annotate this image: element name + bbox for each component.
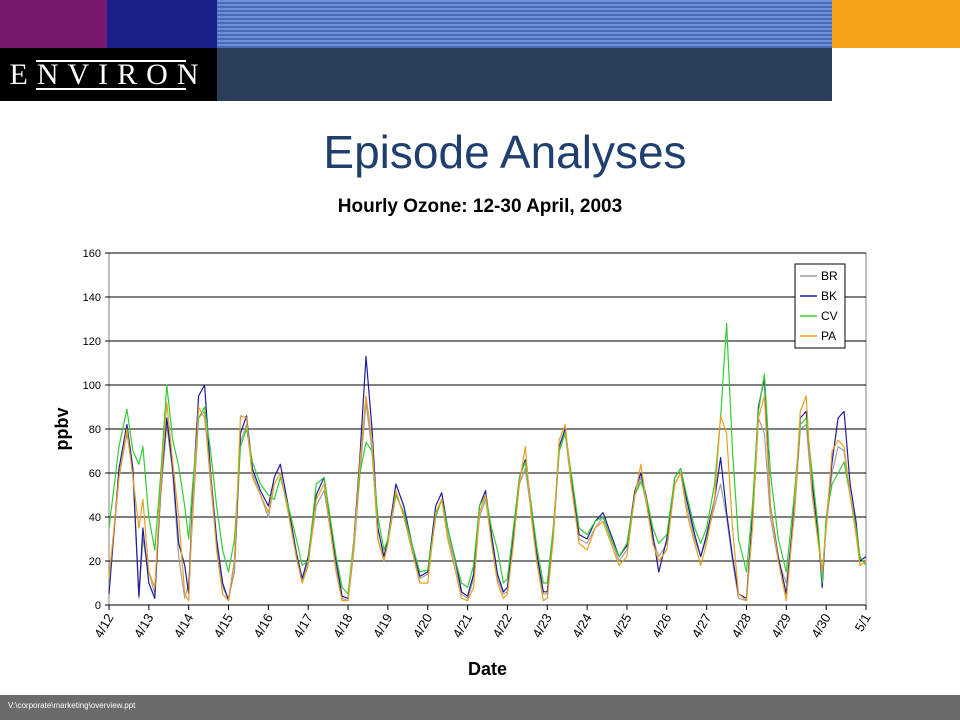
x-tick-label: 4/28: [728, 611, 754, 640]
logo-rule-bottom: [36, 88, 186, 90]
y-tick-label: 20: [89, 556, 101, 568]
y-tick-label: 140: [83, 292, 101, 304]
y-tick-label: 40: [89, 512, 101, 524]
x-tick-label: 4/23: [529, 611, 555, 640]
brand-block-dark: [217, 48, 832, 101]
x-tick-label: 4/12: [91, 611, 117, 640]
chart-title: Hourly Ozone: 12-30 April, 2003: [337, 196, 623, 217]
x-tick-label: 4/14: [171, 611, 197, 640]
footer-file-path: V:\corporate\marketing\overview.ppt: [8, 701, 136, 710]
ozone-line-chart: 0 20 40 60 80 100 120 140 160 4/12 4/13 4/14 4/15 4/1…: [52, 248, 874, 679]
y-axis-label: ppbv: [52, 408, 72, 451]
x-tick-label: 4/30: [808, 611, 834, 640]
brand-block-orange: [832, 0, 960, 48]
brand-block-navy: [107, 0, 217, 48]
y-tick-label: 80: [89, 424, 101, 436]
series-line-cv: [108, 322, 867, 595]
x-tick-label: 4/20: [410, 611, 436, 640]
x-tick-label: 4/24: [569, 611, 595, 640]
logo-rule-top: [36, 60, 186, 62]
legend-label-pa: PA: [821, 329, 836, 343]
header-banner: ENVIRON: [0, 0, 960, 101]
x-tick-label: 4/22: [489, 611, 515, 640]
slide-title: Episode Analyses: [323, 126, 687, 178]
x-tick-label: 4/25: [609, 611, 635, 640]
x-tick-label: 4/26: [649, 611, 675, 640]
x-tick-label: 4/21: [450, 611, 476, 640]
legend-box: [794, 263, 846, 349]
x-tick-label: 4/18: [330, 611, 356, 640]
footer-bar: V:\corporate\marketing\overview.ppt: [0, 695, 960, 720]
legend-label-cv: CV: [821, 309, 838, 323]
y-tick-label: 100: [83, 380, 101, 392]
legend-label-br: BR: [821, 269, 838, 283]
x-tick-label: 5/1: [852, 611, 874, 634]
brand-block-purple: [0, 0, 107, 48]
y-tick-label: 120: [83, 336, 101, 348]
x-tick-label: 4/17: [290, 611, 316, 640]
x-tick-label: 4/13: [131, 611, 157, 640]
brand-block-stripes: [217, 0, 832, 48]
series-line-pa: [108, 395, 867, 602]
x-tick-label: 4/27: [689, 611, 715, 640]
y-tick-label: 0: [95, 600, 101, 612]
y-tick-label: 160: [83, 248, 101, 260]
x-tick-label: 4/19: [370, 611, 396, 640]
x-tick-label: 4/15: [210, 611, 236, 640]
logo-panel: [0, 48, 217, 101]
x-tick-label: 4/16: [250, 611, 276, 640]
x-tick-label: 4/29: [768, 611, 794, 640]
environ-logo: ENVIRON: [9, 57, 208, 91]
x-axis-label: Date: [468, 659, 507, 679]
legend-label-bk: BK: [821, 289, 837, 303]
y-tick-label: 60: [89, 468, 101, 480]
